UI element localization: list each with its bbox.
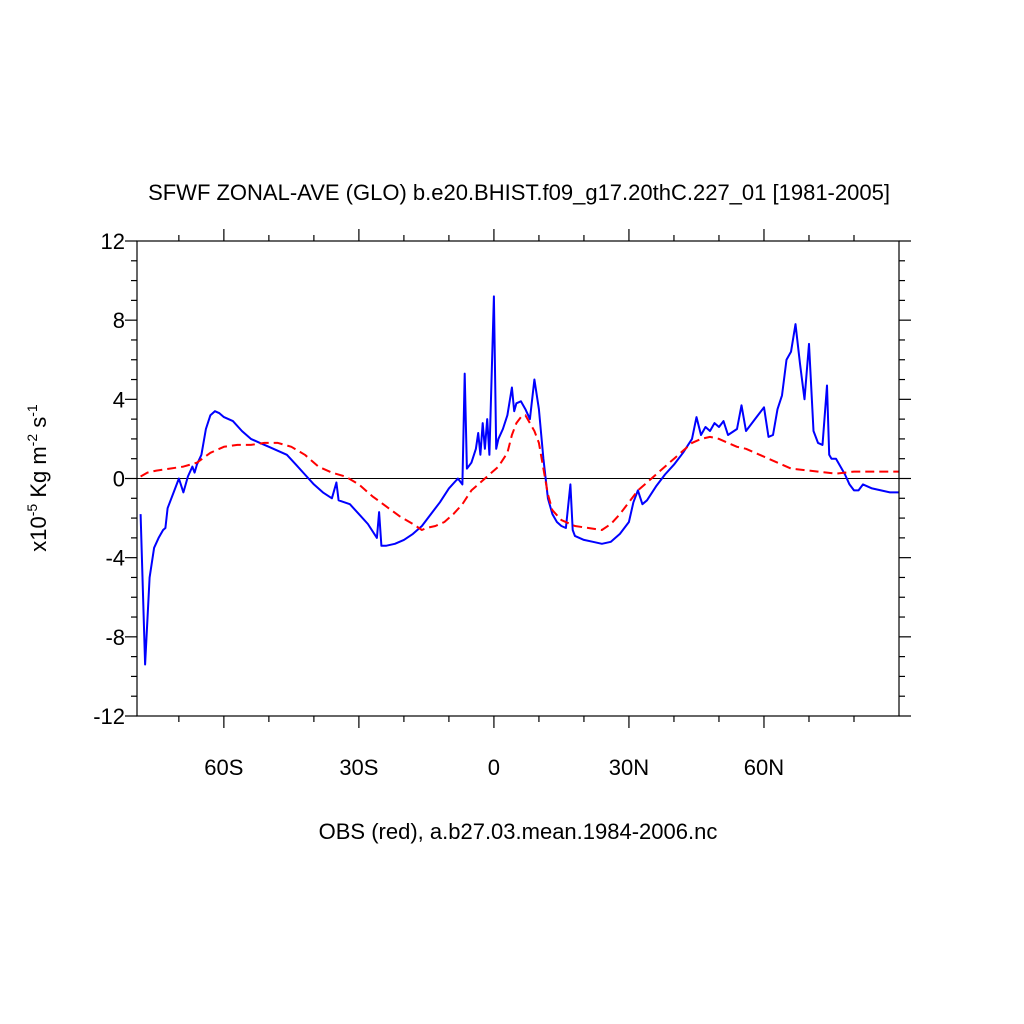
x-tick-label: 0 [488, 755, 500, 780]
y-tick-label: 8 [113, 308, 125, 333]
x-tick-label: 30N [609, 755, 649, 780]
y-axis-label: x10-5 Kg m-2 s-1 [24, 404, 51, 552]
series-line [139, 295, 899, 666]
y-tick-label: 4 [113, 387, 125, 412]
y-tick-label: -12 [93, 704, 125, 729]
y-label-part: x10 [26, 516, 51, 551]
y-tick-label: 0 [113, 467, 125, 492]
y-label-part: s [26, 417, 51, 434]
x-tick-label: 30S [339, 755, 378, 780]
y-label-part: Kg m [26, 446, 51, 503]
y-label-exp: -5 [24, 504, 40, 517]
chart-title: SFWF ZONAL-AVE (GLO) b.e20.BHIST.f09_g17… [148, 180, 890, 205]
x-tick-label: 60S [204, 755, 243, 780]
y-tick-label: -8 [105, 625, 125, 650]
y-tick-label: 12 [101, 229, 125, 254]
x-tick-label: 60N [744, 755, 784, 780]
y-label-exp: -2 [24, 434, 40, 447]
y-label-exp: -1 [24, 404, 40, 417]
plot-frame [136, 240, 900, 717]
x-axis-label: OBS (red), a.b27.03.mean.1984-2006.nc [319, 819, 718, 844]
y-tick-label: -4 [105, 546, 125, 571]
series-line [140, 414, 899, 531]
